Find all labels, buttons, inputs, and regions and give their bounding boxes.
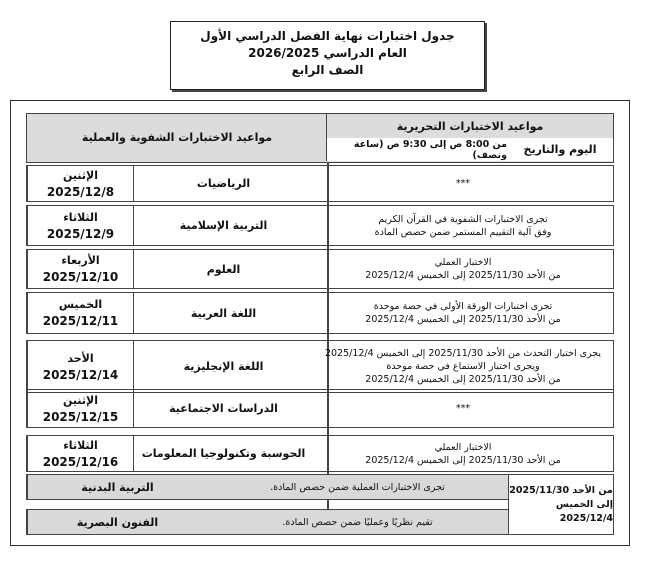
oral-line: ويجرى اختبار الاستماع في حصة موحدة — [386, 361, 540, 372]
table-row: الإثنين 2025/12/15 الدراسات الاجتماعية *… — [26, 389, 614, 428]
table-row: الإثنين 2025/12/8 الرياضيات *** — [26, 165, 614, 202]
exam-date: 2025/12/9 — [46, 226, 115, 241]
oral-line: الاختبار العملي — [434, 257, 492, 268]
subject-cell: التربية البدنية — [27, 475, 207, 499]
oral-cell: تجرى الاختبارات العملية ضمن حصص المادة. — [270, 481, 445, 493]
day-date-cell: الأحد 2025/12/14 — [27, 341, 133, 392]
oral-line: وفق آلية التقييم المستمر ضمن حصص المادة — [374, 226, 552, 238]
day-date-cell: الخميس 2025/12/11 — [27, 293, 133, 333]
exam-date: 2025/12/16 — [42, 454, 119, 469]
day-name: الإثنين — [63, 168, 98, 182]
exam-date: 2025/12/14 — [42, 367, 119, 382]
column-divider — [327, 113, 329, 535]
oral-cell: يجرى اختبار التحدث من الأحد 2025/11/30 إ… — [313, 341, 613, 392]
oral-cell: الاختبار العملي من الأحد 2025/11/30 إلى ا… — [313, 436, 613, 471]
day-name: الخميس — [58, 298, 103, 311]
day-date-cell: الإثنين 2025/12/8 — [27, 166, 133, 201]
title-box: جدول اختبارات نهاية الفصل الدراسي الأول … — [170, 21, 485, 90]
day-name: الثلاثاء — [63, 210, 98, 224]
exam-date: 2025/12/10 — [42, 270, 119, 284]
day-date-cell: الثلاثاء 2025/12/16 — [27, 436, 133, 471]
subject-cell: الحوسبة وتكنولوجيا المعلومات — [133, 436, 313, 471]
exam-date: 2025/12/15 — [42, 409, 119, 424]
day-name: الأحد — [67, 351, 94, 365]
table-row-special: الفنون البصرية تقيم نظريًا وعمليًا ضمن ح… — [26, 509, 509, 535]
exam-date: 2025/12/8 — [46, 184, 115, 199]
day-date-cell: الثلاثاء 2025/12/9 — [27, 206, 133, 245]
day-name: الإثنين — [63, 393, 98, 407]
time-header: من 8:00 ص إلى 9:30 ص (ساعة ونصف) — [326, 138, 507, 161]
subject-cell: اللغة الإنجليزية — [133, 341, 313, 392]
oral-line: تجرى اختبارات الورقة الأولى في حصة موحدة — [373, 301, 553, 312]
period-start: من الأحد 2025/11/30 — [509, 484, 613, 496]
exam-date: 2025/12/11 — [42, 314, 119, 328]
schedule-frame — [10, 100, 630, 546]
day-date-cell: الإثنين 2025/12/15 — [27, 390, 133, 427]
title-line-2: العام الدراسي 2026/2025 — [248, 46, 407, 60]
table-row: الثلاثاء 2025/12/16 الحوسبة وتكنولوجيا ا… — [26, 435, 614, 472]
day-name: الأربعاء — [61, 254, 100, 267]
title-line-3: الصف الرابع — [291, 63, 364, 77]
oral-line: *** — [455, 178, 471, 189]
table-row: الثلاثاء 2025/12/9 التربية الإسلامية تجر… — [26, 205, 614, 246]
oral-line: يجرى اختبار التحدث من الأحد 2025/11/30 إ… — [324, 348, 602, 359]
table-row: الخميس 2025/12/11 اللغة العربية تجرى اخت… — [26, 292, 614, 334]
oral-cell: تجرى اختبارات الورقة الأولى في حصة موحدة… — [313, 293, 613, 333]
oral-exams-header: مواعيد الاختبارات الشفوية والعملية — [81, 131, 273, 144]
table-row-special: التربية البدنية تجرى الاختبارات العملية … — [26, 474, 509, 500]
oral-cell: الاختبار العملي من الأحد 2025/11/30 إلى ا… — [313, 250, 613, 288]
period-end: إلى الخميس 2025/12/4 — [555, 498, 613, 524]
table-header: مواعيد الاختبارات التحريرية اليوم والتار… — [26, 113, 614, 163]
oral-line: من الأحد 2025/11/30 إلى الخميس 2025/12/4 — [365, 314, 561, 325]
table-row: الأحد 2025/12/14 اللغة الإنجليزية يجرى ا… — [26, 340, 614, 393]
subject-cell: الفنون البصرية — [27, 510, 207, 534]
special-period-cell: من الأحد 2025/11/30 إلى الخميس 2025/12/4 — [508, 474, 614, 535]
subject-cell: التربية الإسلامية — [133, 206, 313, 245]
oral-line: من الأحد 2025/11/30 إلى الخميس 2025/12/4 — [365, 454, 561, 466]
table-row: الأربعاء 2025/12/10 العلوم الاختبار العم… — [26, 249, 614, 289]
written-exams-header: مواعيد الاختبارات التحريرية — [326, 114, 613, 139]
day-date-cell: الأربعاء 2025/12/10 — [27, 250, 133, 288]
day-date-header: اليوم والتاريخ — [506, 138, 613, 161]
subject-cell: العلوم — [133, 250, 313, 288]
oral-line: الاختبار العملي — [434, 441, 492, 453]
oral-line: من الأحد 2025/11/30 إلى الخميس 2025/12/4 — [365, 374, 561, 385]
subject-cell: الرياضيات — [133, 166, 313, 201]
oral-cell: تقيم نظريًا وعمليًا ضمن حصص المادة. — [282, 516, 433, 528]
oral-line: تجرى الاختبارات الشفوية في القرآن الكريم — [378, 213, 548, 225]
oral-line: *** — [455, 403, 471, 414]
oral-cell: تجرى الاختبارات الشفوية في القرآن الكريم… — [313, 206, 613, 245]
oral-cell: *** — [313, 166, 613, 201]
oral-line: من الأحد 2025/11/30 إلى الخميس 2025/12/4 — [365, 270, 561, 281]
subject-cell: اللغة العربية — [133, 293, 313, 333]
title-line-1: جدول اختبارات نهاية الفصل الدراسي الأول — [200, 29, 455, 43]
subject-cell: الدراسات الاجتماعية — [133, 390, 313, 427]
day-name: الثلاثاء — [63, 438, 98, 452]
oral-cell: *** — [313, 390, 613, 427]
